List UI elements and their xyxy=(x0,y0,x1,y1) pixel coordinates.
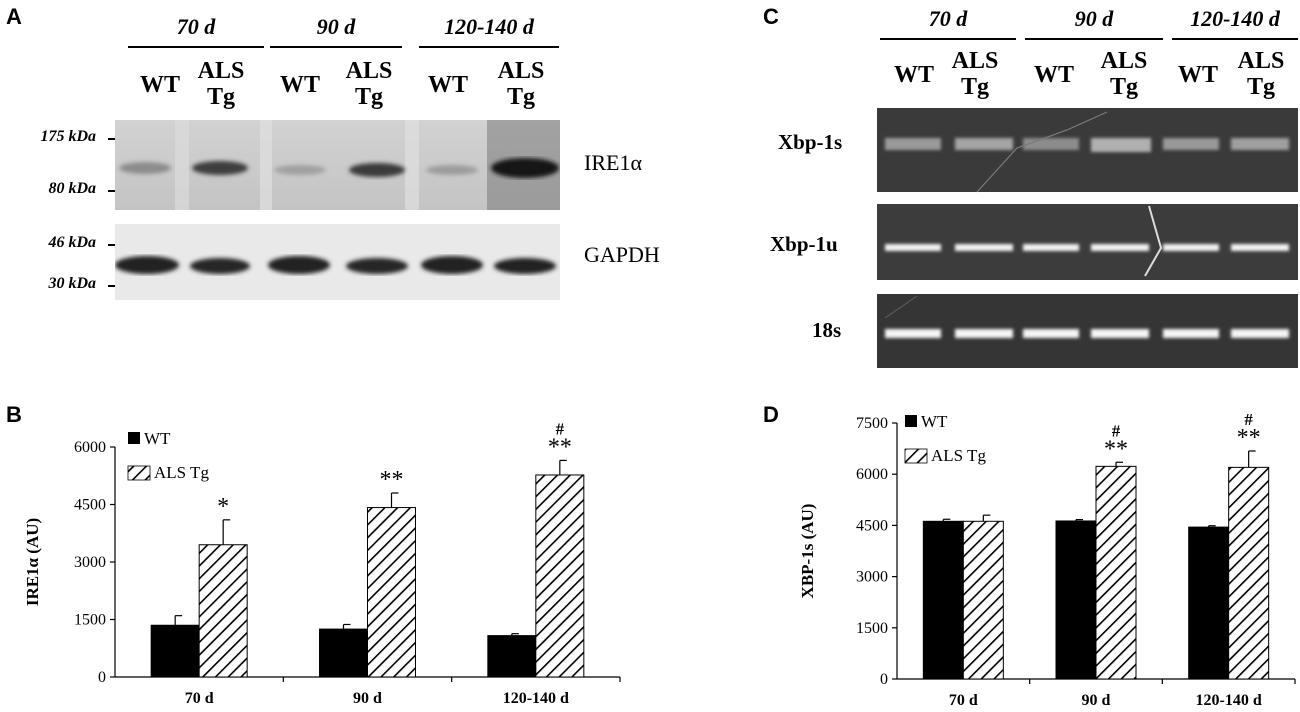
blot-group-underline xyxy=(419,46,559,48)
bar-wt xyxy=(319,628,368,678)
y-tick-label: 4500 xyxy=(856,517,888,534)
blot-group-underline xyxy=(128,46,264,48)
bar-als-tg xyxy=(962,520,1004,680)
legend-swatch xyxy=(127,465,151,481)
bar-wt xyxy=(1188,526,1230,680)
blot-lane-label: ALS Tg xyxy=(345,58,393,110)
panel-letter-c: C xyxy=(763,4,779,29)
y-axis-title: XBP-1s (AU) xyxy=(798,504,817,599)
blot-lane-label: ALS Tg xyxy=(497,58,545,110)
significance-mark: ** xyxy=(380,467,404,493)
significance-mark: # xyxy=(556,419,565,438)
marker-tick xyxy=(108,285,118,287)
blot-group-underline xyxy=(270,46,402,48)
y-tick-label: 0 xyxy=(98,669,106,686)
gel-group-underline xyxy=(1025,38,1163,40)
gel-band-label-xbp1s: Xbp-1s xyxy=(778,130,843,154)
blot-group-label: 90 d xyxy=(316,14,356,39)
gel-image xyxy=(877,108,1298,368)
legend-swatch xyxy=(904,448,928,464)
significance-mark: # xyxy=(1112,421,1121,440)
chart-b: 0 1500 3000 4500 6000 IRE1α (AU) 70 d * 90 d ** 12… xyxy=(23,419,621,707)
bar-als-tg xyxy=(535,474,585,678)
legend-label: WT xyxy=(921,412,948,431)
blot-band-label-ire1a: IRE1α xyxy=(584,150,642,175)
gel-lane-label: ALS Tg xyxy=(1237,48,1285,100)
bar-wt xyxy=(487,635,537,678)
gel-band-label-18s: 18s xyxy=(812,318,842,342)
legend-label: WT xyxy=(144,429,171,448)
y-tick-label: 1500 xyxy=(856,620,888,637)
bar-als-tg xyxy=(1228,466,1270,680)
y-tick-label: 6000 xyxy=(74,439,106,456)
gel-group-label: 90 d xyxy=(1074,6,1114,31)
gel-lane-label: WT xyxy=(893,62,934,88)
marker-tick xyxy=(108,190,118,192)
blot-band-label-gapdh: GAPDH xyxy=(584,242,660,267)
legend-label: ALS Tg xyxy=(154,463,209,482)
blot-lane-label: WT xyxy=(427,72,468,98)
bar-wt xyxy=(922,520,964,680)
bar-wt xyxy=(150,624,200,678)
y-tick-label: 3000 xyxy=(856,569,888,586)
gel-group-underline xyxy=(880,38,1016,40)
significance-mark: # xyxy=(1244,410,1253,429)
bar-als-tg xyxy=(198,544,248,678)
significance-mark: ** xyxy=(548,434,572,460)
gel-group-underline xyxy=(1172,38,1298,40)
y-tick-label: 3000 xyxy=(74,554,106,571)
y-axis-title: IRE1α (AU) xyxy=(23,518,42,606)
x-tick-label: 120-140 d xyxy=(1196,692,1262,709)
bar-als-tg xyxy=(1095,465,1137,680)
legend-swatch xyxy=(905,415,917,427)
blot-group-label: 70 d xyxy=(176,14,216,39)
marker-tick xyxy=(108,138,118,140)
x-tick-label: 70 d xyxy=(185,690,214,707)
marker-tick xyxy=(108,244,118,246)
x-tick-label: 90 d xyxy=(353,690,382,707)
bar-als-tg xyxy=(367,507,416,678)
significance-mark: * xyxy=(217,494,229,520)
blot-image xyxy=(115,120,560,300)
blot-lane-label: WT xyxy=(279,72,320,98)
gel-group-label: 70 d xyxy=(928,6,968,31)
gel-lane-label: ALS Tg xyxy=(951,48,999,100)
gel-lane-label: WT xyxy=(1177,62,1218,88)
bar-wt xyxy=(1055,520,1097,680)
gel-lane-label: ALS Tg xyxy=(1100,48,1148,100)
marker-label-30: 30 kDa xyxy=(48,275,96,292)
y-tick-label: 6000 xyxy=(856,466,888,483)
y-tick-label: 4500 xyxy=(74,497,106,514)
significance-mark: ** xyxy=(1237,425,1261,451)
legend-label: ALS Tg xyxy=(931,446,986,465)
panel-letter-b: B xyxy=(6,402,22,427)
significance-mark: ** xyxy=(1104,436,1128,462)
gel-group-label: 120-140 d xyxy=(1190,6,1280,31)
x-tick-label: 120-140 d xyxy=(503,690,569,707)
blot-lane-label: WT xyxy=(139,72,180,98)
blot-lane-label: ALS Tg xyxy=(197,58,245,110)
x-tick-label: 70 d xyxy=(949,692,978,709)
x-tick-label: 90 d xyxy=(1082,692,1111,709)
chart-d: 0 1500 3000 4500 6000 7500 XBP-1s (AU) 70 d 90 d… xyxy=(798,410,1296,709)
panel-letter-d: D xyxy=(763,402,779,427)
blot-group-label: 120-140 d xyxy=(444,14,534,39)
gel-band-label-xbp1u: Xbp-1u xyxy=(770,232,838,256)
legend-swatch xyxy=(128,432,140,444)
marker-label-46: 46 kDa xyxy=(48,234,96,251)
y-tick-label: 1500 xyxy=(74,612,106,629)
marker-label-80: 80 kDa xyxy=(48,180,96,197)
marker-label-175: 175 kDa xyxy=(40,128,96,145)
y-tick-label: 0 xyxy=(880,671,888,688)
panel-letter-a: A xyxy=(6,4,22,29)
gel-lane-label: WT xyxy=(1033,62,1074,88)
y-tick-label: 7500 xyxy=(856,415,888,432)
